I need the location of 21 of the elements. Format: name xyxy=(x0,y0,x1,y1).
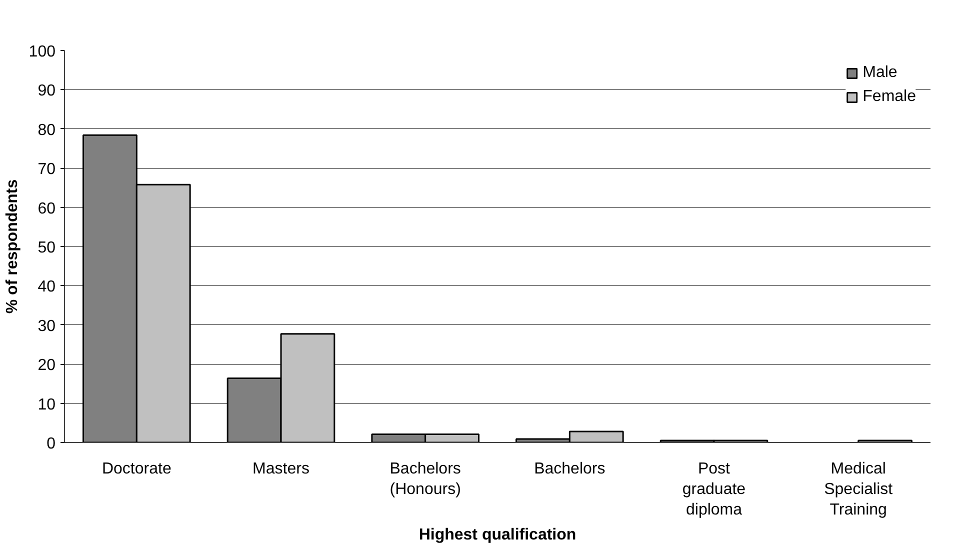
legend-label: Female xyxy=(862,88,916,106)
y-tick-label: 80 xyxy=(38,122,56,139)
y-tick-label: 90 xyxy=(38,82,56,100)
y-tick-label: 50 xyxy=(38,240,56,256)
x-tick-label: Masters xyxy=(252,460,310,478)
x-axis-title: Highest qualification xyxy=(418,526,576,544)
y-axis-title: % of respondents xyxy=(4,179,21,314)
y-tick-label: 30 xyxy=(38,318,56,335)
y-tick-label: 100 xyxy=(28,44,56,60)
y-tick-label: 60 xyxy=(38,200,56,218)
legend-label: Male xyxy=(862,64,898,82)
x-tick-label: Doctorate xyxy=(102,460,172,478)
y-tick-label: 40 xyxy=(38,278,56,296)
y-tick-label: 0 xyxy=(46,436,56,452)
x-tick-label: Bachelors (Honours) xyxy=(390,460,461,498)
x-tick-label: Bachelors xyxy=(534,460,606,478)
x-tick-label: Medical Specialist Training xyxy=(824,460,894,518)
y-tick-label: 10 xyxy=(38,396,56,414)
x-tick-label: Post graduate diploma xyxy=(682,460,746,518)
y-tick-label: 70 xyxy=(38,161,56,178)
y-tick-label: 20 xyxy=(38,357,56,374)
